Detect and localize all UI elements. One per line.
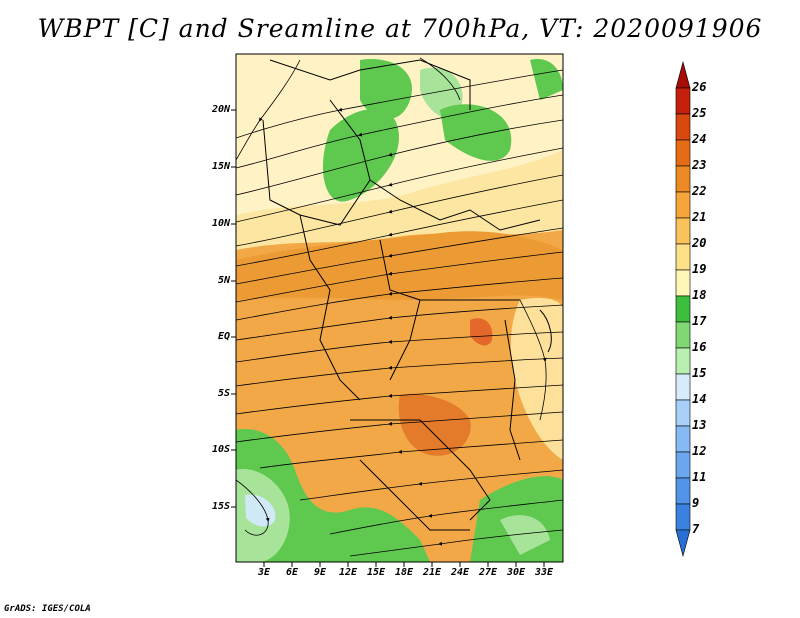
map-title: WBPT [C] and Sreamline at 700hPa, VT: 20… xyxy=(37,14,763,43)
wbpt-warm-band xyxy=(236,231,563,300)
colorbar-bottom-arrow xyxy=(675,529,691,558)
lon-label-24e: 24E xyxy=(450,567,470,578)
colorbar-bin xyxy=(675,295,691,323)
lat-label-15n: 15N xyxy=(211,161,230,172)
colorbar-label: 15 xyxy=(692,366,707,380)
colorbar-bin xyxy=(675,191,691,219)
lat-label-10s: 10S xyxy=(211,444,230,455)
colorbar-label: 16 xyxy=(692,340,707,354)
colorbar-bin xyxy=(675,87,691,115)
wbpt-green-patch-3 xyxy=(420,67,463,119)
colorbar-bin xyxy=(675,269,691,297)
colorbar-label: 25 xyxy=(692,106,707,120)
colorbar-label: 13 xyxy=(692,418,707,432)
lat-ticks xyxy=(231,109,236,508)
footer-credit: GrADS: IGES/COLA xyxy=(4,604,91,614)
wbpt-green-patch-1 xyxy=(322,109,399,202)
wbpt-field-east xyxy=(510,298,563,460)
colorbar-label: 9 xyxy=(692,496,700,510)
colorbar-bin xyxy=(675,217,691,245)
colorbar-bin xyxy=(675,165,691,193)
colorbar-label: 19 xyxy=(692,262,707,276)
lon-label-27e: 27E xyxy=(478,567,498,578)
lon-label-9e: 9E xyxy=(313,567,327,578)
lon-label-12e: 12E xyxy=(338,567,358,578)
wbpt-green-patch-4 xyxy=(440,104,512,161)
wbpt-field-far-north xyxy=(236,54,563,215)
colorbar-label: 26 xyxy=(692,80,707,94)
colorbar-bin xyxy=(675,477,691,505)
colorbar-label: 12 xyxy=(692,444,707,458)
colorbar-label: 20 xyxy=(692,236,707,250)
lat-label-20n: 20N xyxy=(211,104,230,115)
wbpt-hot-core-2 xyxy=(470,318,493,346)
colorbar-label: 7 xyxy=(692,522,700,536)
colorbar-bin xyxy=(675,113,691,141)
colorbar-bin xyxy=(675,373,691,401)
lat-label-eq: EQ xyxy=(217,331,230,342)
lon-label-3e: 3E xyxy=(257,567,271,578)
colorbar-bin xyxy=(675,399,691,427)
colorbar-bin xyxy=(675,243,691,271)
colorbar-bin xyxy=(675,451,691,479)
colorbar-label: 17 xyxy=(692,314,707,328)
colorbar-top-arrow xyxy=(675,60,691,89)
lon-ticks xyxy=(263,562,545,567)
colorbar-label: 11 xyxy=(692,470,707,484)
lat-label-5s: 5S xyxy=(217,388,230,399)
lon-label-6e: 6E xyxy=(285,567,299,578)
lat-label-10n: 10N xyxy=(211,218,230,229)
lat-label-5n: 5N xyxy=(217,275,230,286)
colorbar-bin xyxy=(675,321,691,349)
colorbar-label: 21 xyxy=(692,210,707,224)
wbpt-lightgreen-southeast xyxy=(500,515,550,555)
map-frame xyxy=(235,53,564,563)
lon-label-15e: 15E xyxy=(366,567,386,578)
colorbar-label: 18 xyxy=(692,288,707,302)
colorbar-bin xyxy=(675,425,691,453)
colorbar-label: 23 xyxy=(692,158,707,172)
lon-label-33e: 33E xyxy=(534,567,554,578)
lon-label-21e: 21E xyxy=(422,567,442,578)
lon-label-18e: 18E xyxy=(394,567,414,578)
colorbar-bin xyxy=(675,139,691,167)
lat-label-15s: 15S xyxy=(211,501,230,512)
colorbar-bin xyxy=(675,503,691,531)
wbpt-hot-core-1 xyxy=(398,393,471,456)
colorbar-label: 14 xyxy=(692,392,707,406)
colorbar-label: 22 xyxy=(692,184,707,198)
lon-label-30e: 30E xyxy=(506,567,526,578)
streamlines xyxy=(236,57,563,557)
colorbar xyxy=(675,60,691,558)
map-plot-area xyxy=(236,54,563,562)
country-borders xyxy=(262,59,552,531)
colorbar-bin xyxy=(675,347,691,375)
colorbar-label: 24 xyxy=(692,132,707,146)
wbpt-green-patch-5 xyxy=(530,59,563,100)
